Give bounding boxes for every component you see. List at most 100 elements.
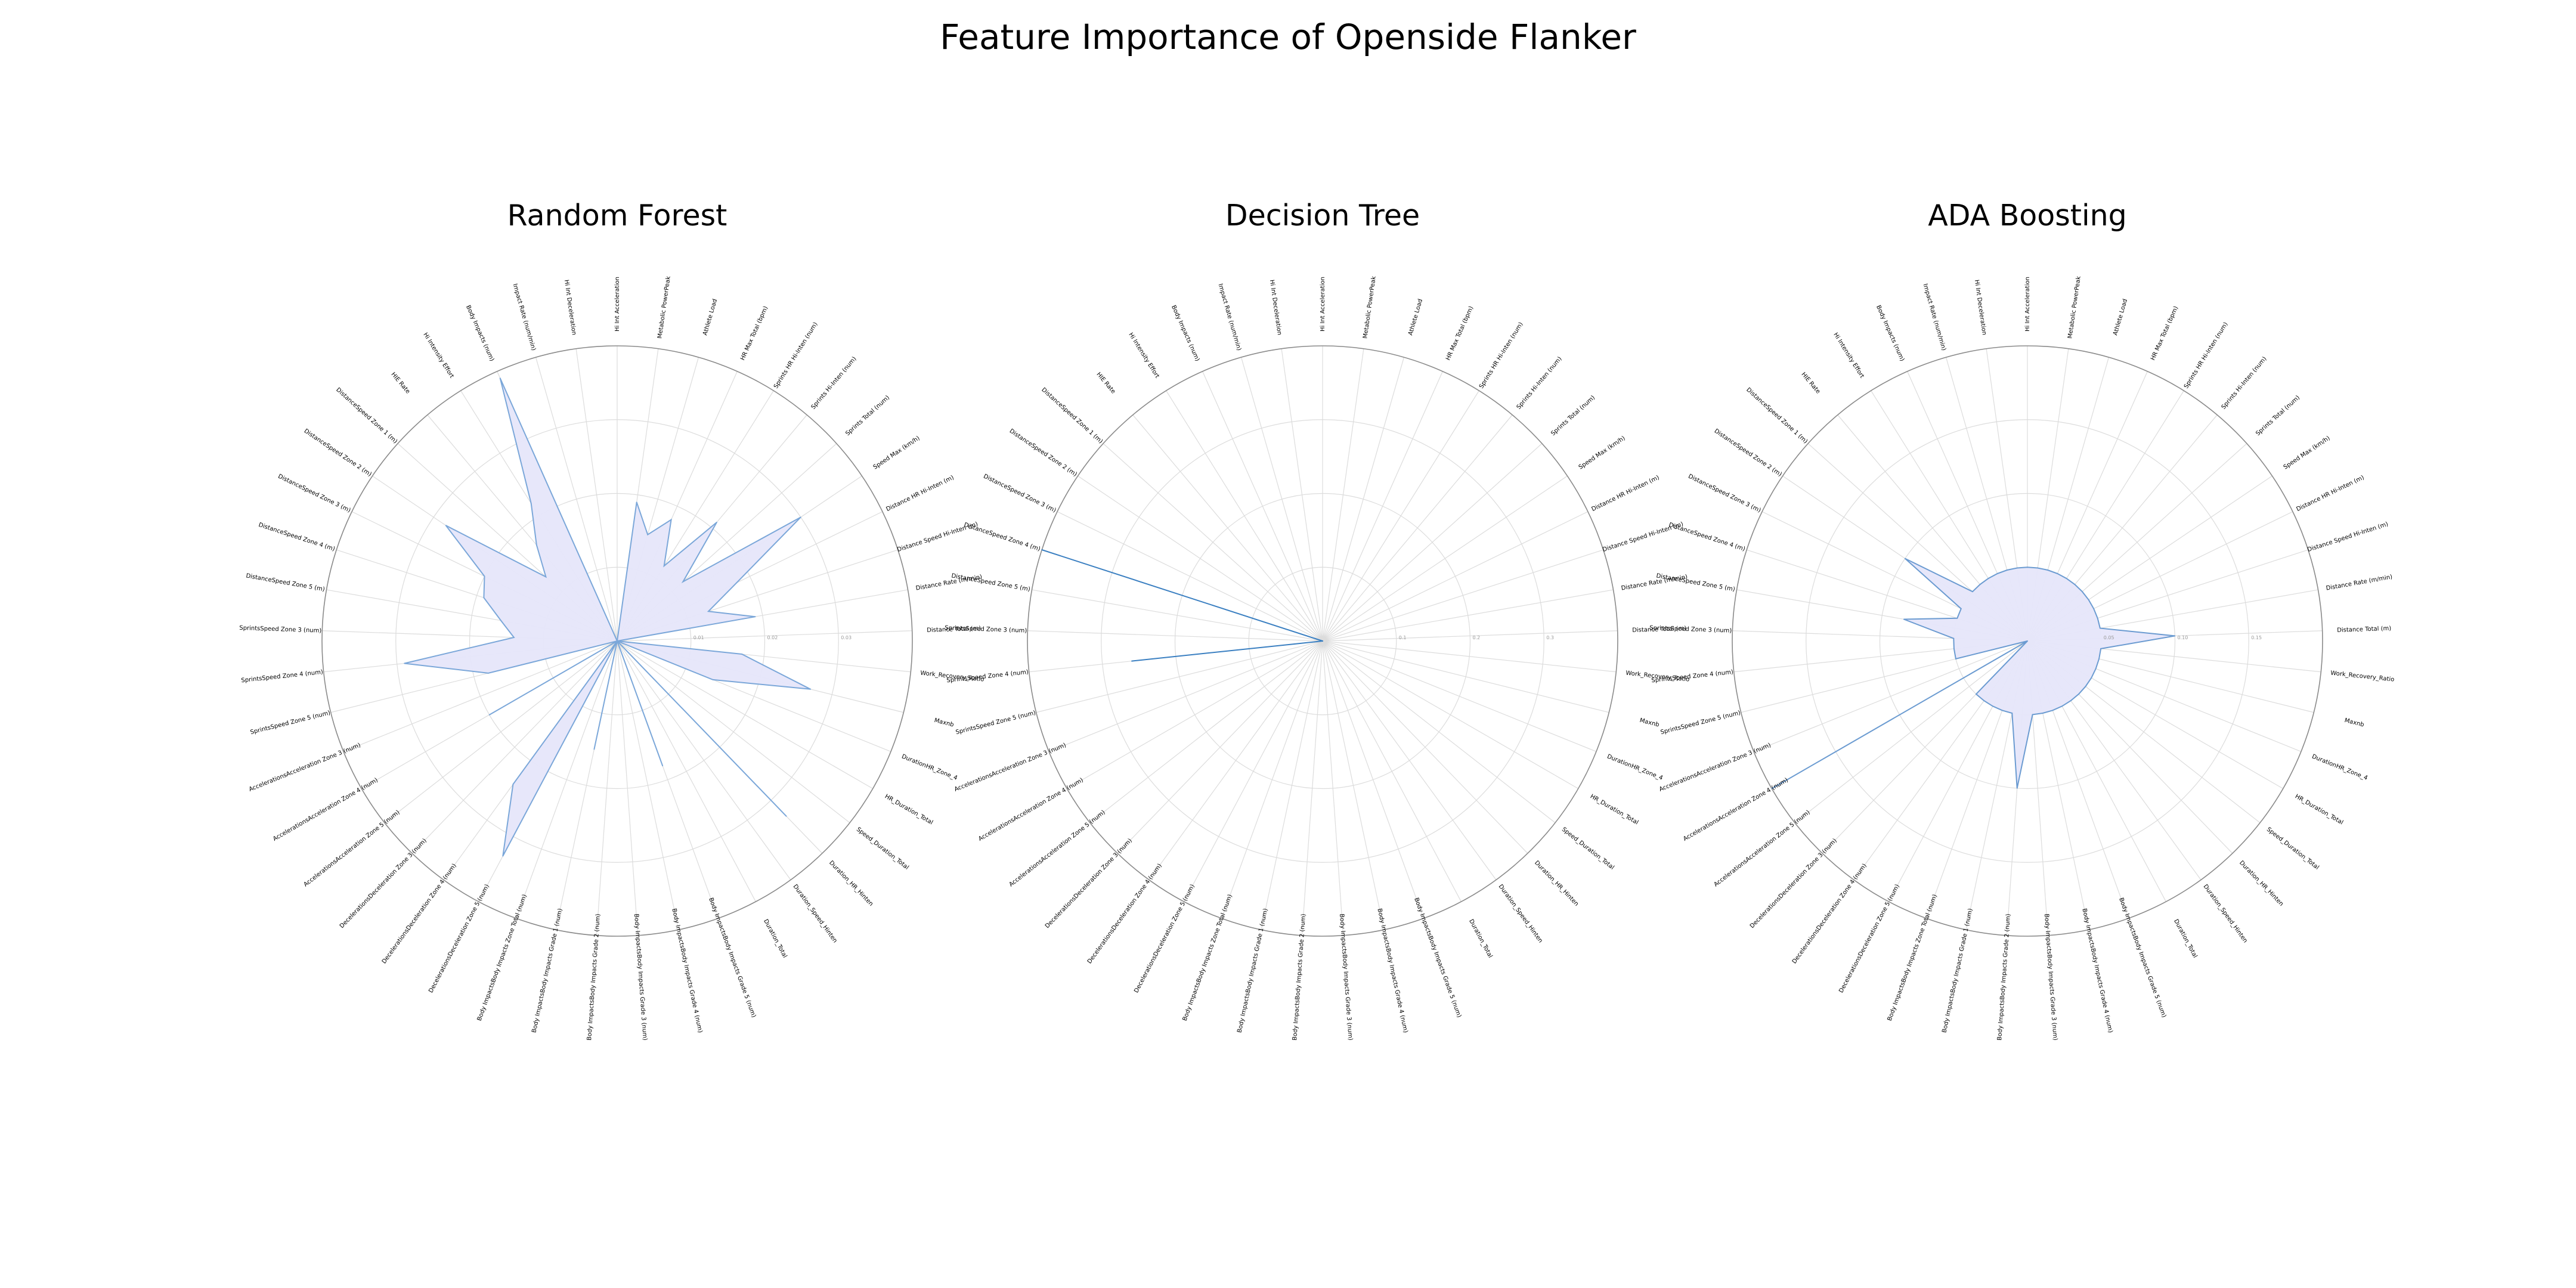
category-label: DecelerationsDeceleration Zone 5 (num)	[1838, 883, 1901, 994]
data-point	[1131, 660, 1132, 662]
data-point	[1992, 705, 1993, 707]
radial-tick-label: 0.02	[767, 635, 778, 640]
ring-gridline	[1174, 493, 1471, 789]
data-point	[2085, 686, 2086, 688]
category-label: Body ImpactsBody Impacts Grade 3 (num)	[633, 914, 648, 1041]
data-point	[1960, 608, 1962, 609]
category-label: Body ImpactsBody Impacts Grade 1 (num)	[1941, 908, 1974, 1033]
category-label: DistanceSpeed Zone 4 (m)	[1668, 522, 1746, 553]
data-point	[2037, 567, 2039, 569]
category-label: Maxnb	[1639, 717, 1660, 729]
data-point	[682, 581, 684, 583]
category-label: DecelerationsDeceleration Zone 5 (num)	[428, 883, 491, 994]
category-label: Speed_Duration_Total	[2265, 826, 2320, 871]
data-point	[1904, 558, 1906, 559]
data-point	[2027, 566, 2028, 568]
category-label: SprintsSpeed Zone 4 (num)	[241, 669, 323, 684]
ring-gridline	[469, 493, 766, 789]
category-label: Impact Rate (num/min)	[1922, 283, 1948, 352]
radial-tick-label: 0.01	[693, 635, 704, 640]
category-label: Distance HR Hi-Inten (m)	[1590, 474, 1660, 513]
data-point	[2066, 578, 2067, 579]
category-label: Body ImpactsBody Impacts Grade 1 (num)	[531, 908, 564, 1033]
category-label: Maxnb	[934, 717, 955, 729]
radar-panel-decision-tree: Decision Tree 0.1 0.2 0.3 Hi Int Acceleratio…	[945, 199, 1690, 1041]
category-label: Distance Total (m)	[1632, 626, 1686, 634]
data-point	[2097, 617, 2098, 619]
data-point	[2100, 627, 2101, 629]
category-label: SprintsSpeed Zone 4 (num)	[1651, 669, 1733, 684]
category-label: Body ImpactsBody Impacts Grade 2 (num)	[586, 914, 602, 1041]
data-point	[2078, 693, 2079, 695]
category-label: Athlete Load	[2112, 298, 2129, 336]
category-label: Body Impacts (num)	[1170, 304, 1200, 362]
category-label: HR_Duration_Total	[884, 793, 934, 826]
data-point	[2174, 635, 2176, 637]
category-label: AccelerationsAcceleration Zone 4 (num)	[1682, 777, 1789, 843]
category-label: Sprints HR Hi-Inten (num)	[773, 321, 819, 390]
radial-tick-label: 0.2	[1473, 635, 1481, 640]
data-point	[2100, 648, 2102, 649]
radial-tick-label: 0.10	[2178, 635, 2188, 640]
category-label: HR_Duration_Total	[1589, 793, 1640, 826]
panel-title: ADA Boosting	[1928, 199, 2127, 233]
category-label: Metabolic PowerPeak	[2067, 275, 2082, 339]
category-label: Sprints Total (num)	[2255, 394, 2301, 437]
category-label: AccelerationsAcceleration Zone 4 (num)	[272, 777, 379, 843]
category-label: Sprints Total (num)	[844, 394, 891, 437]
data-point	[2091, 677, 2092, 679]
data-point	[1953, 648, 1955, 649]
data-point	[2016, 567, 2018, 569]
category-label: Metabolic PowerPeak	[1362, 275, 1377, 339]
data-point	[662, 765, 664, 767]
ring-gridline	[1248, 566, 1397, 716]
data-point	[2016, 788, 2018, 789]
category-label: DecelerationsDeceleration Zone 5 (num)	[1133, 883, 1196, 994]
category-label: Speed_Duration_Total	[1561, 826, 1615, 871]
data-point	[488, 714, 490, 716]
data-point	[736, 582, 738, 584]
category-label: Body ImpactsBody Impacts Grade 4 (num)	[1376, 908, 1408, 1033]
category-label: AccelerationsAcceleration Zone 3 (num)	[248, 742, 362, 793]
category-label: DistanceSpeed Zone 2 (m)	[1713, 428, 1783, 478]
category-label: Sprints HR Hi-Inten (num)	[2183, 321, 2230, 390]
category-label: Body ImpactsBody Impacts Grade 5 (num)	[1413, 897, 1462, 1018]
data-point	[404, 662, 405, 664]
data-point	[1996, 573, 1998, 574]
category-label: Sprints Total (num)	[1550, 394, 1596, 437]
category-label: HR Max Total (bpm)	[2150, 305, 2179, 361]
data-point	[754, 616, 756, 618]
data-point	[2057, 573, 2058, 574]
category-label: Hi Int Acceleration	[1320, 277, 1326, 332]
category-label: SprintsSpeed Zone 4 (num)	[946, 669, 1029, 684]
category-label: Impact Rate (num/min)	[1217, 283, 1243, 352]
data-point	[1953, 637, 1955, 639]
data-point	[535, 544, 537, 546]
data-point	[2088, 599, 2089, 600]
category-label: Athlete Load	[1407, 298, 1424, 336]
category-label: Hi Int Deceleration	[1268, 279, 1283, 335]
category-label: DistanceSpeed Zone 1 (m)	[1040, 386, 1104, 445]
category-label: DistanceSpeed Zone 4 (m)	[258, 522, 336, 553]
category-label: Distance Rate (m/min)	[2326, 574, 2393, 592]
ring-gridline	[1101, 419, 1544, 863]
category-label: Speed Max (km/h)	[1578, 435, 1627, 470]
category-label: Body ImpactsBody Impacts Grade 5 (num)	[2117, 897, 2167, 1018]
category-label: Hi Intensity Effort	[1127, 332, 1160, 379]
panel-title: Decision Tree	[1225, 199, 1420, 233]
category-label: Body ImpactsBody Impacts Grade 5 (num)	[707, 897, 757, 1018]
category-label: SprintsSpeed Zone 5 (num)	[1660, 710, 1742, 736]
data-point	[512, 784, 514, 785]
data-point	[1979, 584, 1981, 586]
polar-frame	[321, 345, 913, 937]
category-label: Impact Rate (num/min)	[512, 283, 537, 352]
data-point	[445, 525, 447, 527]
category-label: DistanceSpeed Zone 1 (m)	[335, 386, 398, 445]
data-point	[513, 637, 515, 638]
category-label: Hi Int Acceleration	[614, 277, 621, 332]
radial-tick-label: 0.03	[841, 635, 852, 640]
data-point	[1972, 591, 1973, 593]
data-point	[1903, 618, 1905, 620]
category-label: Duration_Total	[1467, 918, 1493, 959]
category-label: SprintsSpeed Zone 5 (num)	[250, 710, 332, 736]
